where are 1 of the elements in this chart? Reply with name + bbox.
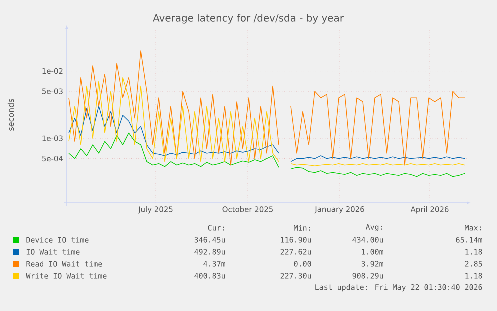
chart-title: Average latency for /dev/sda - by year xyxy=(153,14,344,24)
